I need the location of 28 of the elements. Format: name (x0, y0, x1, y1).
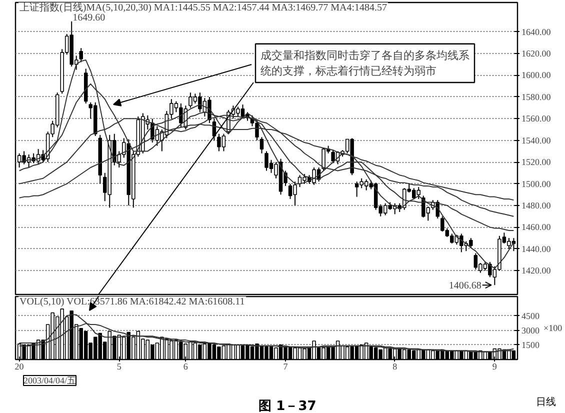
x-tick-label: 9 (492, 362, 498, 372)
text: 日线 (536, 396, 556, 410)
annotation: 1406.68 (448, 280, 482, 292)
x-tick-label: 20 (14, 362, 24, 372)
annotation: 成交量和指数同时击穿了各自的多条均线系统的支撑，标志着行情已经转为弱市 (260, 48, 470, 78)
y-tick-label: 1500 (522, 340, 540, 350)
y-tick-label: 1560.00 (522, 114, 552, 124)
y-tick-label: 1600.00 (522, 70, 552, 80)
y-tick-label: 1540.00 (522, 135, 552, 146)
y-tick-label: 1620.00 (522, 48, 552, 59)
y-tick-label: 1480.00 (522, 200, 552, 210)
y-tick-label: 1580.00 (522, 92, 552, 102)
y-tick-label: 3000 (522, 325, 540, 336)
y-tick-label: 1440.00 (522, 244, 552, 254)
annotation: 1649.60 (72, 12, 106, 24)
y-tick-label: 1420.00 (522, 266, 552, 276)
x-tick-label: 6 (183, 362, 188, 372)
caption: 图 1－37 (258, 399, 316, 413)
y-tick-label: 4500 (522, 310, 540, 321)
x-tick-label: 5 (116, 362, 122, 372)
x-tick-label: 8 (392, 362, 398, 372)
y-tick-label: 1460.00 (522, 222, 552, 232)
x-tick-label: 7 (283, 362, 288, 372)
chart-title: 上证指数(日线)MA(5,10,20,30) MA1:1445.55 MA2:1457.44 MA3:1469.77 MA4:1484.57 (20, 2, 387, 14)
y-tick-label: 1640.00 (522, 26, 552, 37)
y-axis-title: ×100 (544, 323, 563, 333)
y-tick-label: 1500.00 (522, 178, 552, 189)
y-tick-label: 1520.00 (522, 157, 552, 168)
